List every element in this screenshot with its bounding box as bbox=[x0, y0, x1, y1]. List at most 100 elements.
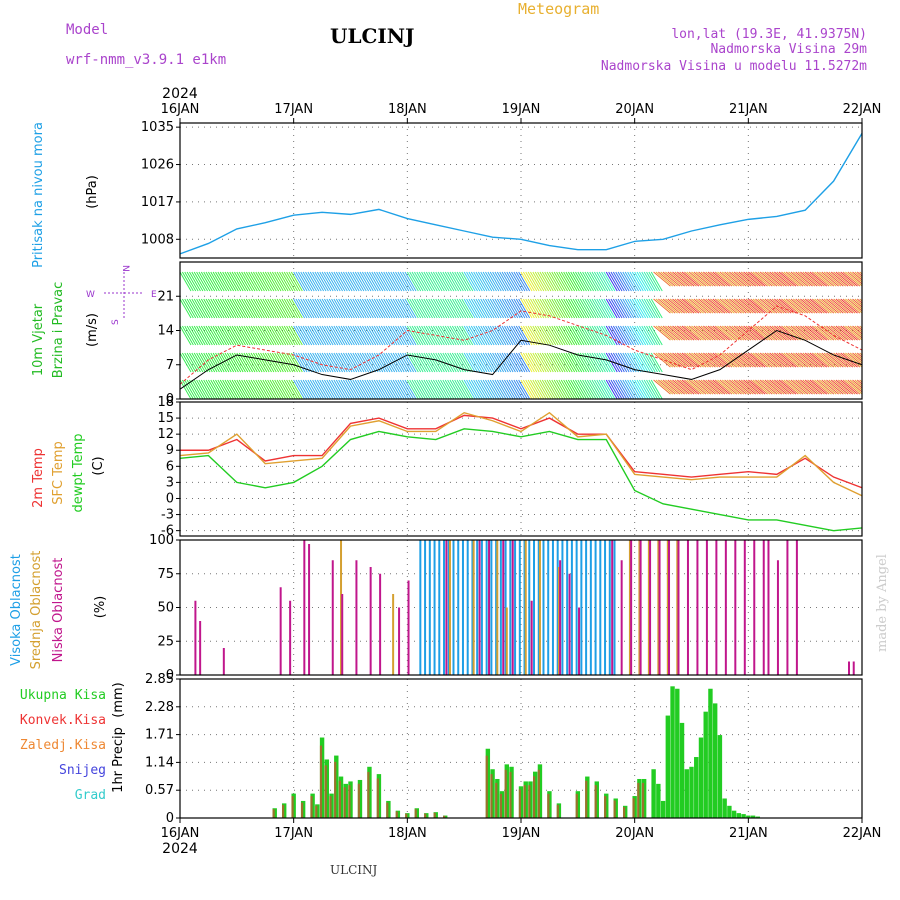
wind-barb bbox=[392, 325, 405, 346]
wind-barb bbox=[631, 379, 644, 399]
wind-barb bbox=[691, 325, 709, 341]
wind-barb bbox=[676, 325, 695, 341]
wind-barb bbox=[809, 298, 828, 314]
wind-barb bbox=[361, 379, 374, 399]
wind-barb bbox=[766, 271, 785, 287]
wind-barb bbox=[525, 352, 538, 373]
wind-barb bbox=[726, 325, 745, 341]
wind-barb bbox=[262, 325, 275, 346]
wind-barb bbox=[736, 271, 754, 287]
precip-bar bbox=[750, 815, 756, 818]
wind-barb bbox=[196, 298, 209, 319]
wind-barb bbox=[463, 352, 476, 373]
wind-barb bbox=[856, 379, 862, 385]
wind-barb bbox=[454, 379, 467, 399]
wind-barb bbox=[589, 298, 602, 319]
wind-barb bbox=[466, 298, 478, 319]
wind-barb bbox=[515, 379, 528, 399]
wind-barb bbox=[224, 298, 237, 319]
wind-barb bbox=[430, 271, 443, 292]
wind-barb bbox=[826, 298, 844, 314]
wind-barb bbox=[833, 298, 851, 314]
wind-barb bbox=[241, 325, 254, 346]
wind-barb bbox=[350, 271, 362, 292]
wind-barb bbox=[790, 352, 809, 368]
wind-barb bbox=[281, 298, 294, 319]
wind-barb bbox=[608, 325, 621, 346]
wind-barb bbox=[565, 379, 578, 399]
wind-barb bbox=[255, 325, 268, 346]
wind-barb bbox=[655, 298, 674, 314]
wind-barb bbox=[733, 298, 752, 314]
wind-barb bbox=[603, 352, 616, 373]
precip-legend: Ukupna Kisa Konvek.Kisa Zaledj.Kisa Snij… bbox=[20, 688, 106, 803]
wind-barb bbox=[684, 298, 702, 314]
wind-barb bbox=[319, 352, 332, 373]
wind-barb bbox=[861, 299, 862, 300]
wind-barb bbox=[781, 352, 799, 368]
wind-barb bbox=[496, 379, 509, 399]
precip-conv-bar bbox=[424, 813, 427, 818]
wind-barb bbox=[482, 298, 495, 319]
wind-barb bbox=[736, 325, 754, 341]
wind-barb bbox=[733, 325, 752, 341]
wind-barb bbox=[662, 379, 681, 395]
temp-line-2 bbox=[179, 428, 863, 532]
wind-barb bbox=[700, 298, 719, 314]
wind-barb bbox=[378, 271, 391, 292]
wind-barb bbox=[418, 352, 431, 373]
wind-barb bbox=[757, 325, 775, 341]
wind-barb bbox=[563, 379, 576, 399]
wind-barb bbox=[378, 379, 391, 399]
wind-barb bbox=[655, 379, 674, 395]
wind-barb bbox=[537, 298, 550, 319]
y-tick-label: 25 bbox=[157, 634, 174, 649]
wind-barb bbox=[546, 271, 559, 292]
precip-bar bbox=[651, 769, 656, 818]
wind-barb bbox=[409, 298, 422, 319]
wind-barb bbox=[352, 352, 365, 373]
wind-barb bbox=[395, 298, 407, 319]
wind-barb bbox=[440, 379, 452, 399]
wind-barb bbox=[373, 298, 386, 319]
wind-barb bbox=[620, 298, 632, 319]
wind-barb bbox=[636, 325, 649, 346]
wind-barb bbox=[731, 325, 749, 341]
wind-barb bbox=[200, 379, 213, 399]
wind-barb bbox=[475, 325, 488, 346]
wind-barb bbox=[840, 325, 858, 341]
wind-barb bbox=[184, 325, 197, 346]
wind-barb bbox=[553, 298, 566, 319]
wind-barb bbox=[340, 298, 353, 319]
x-tick-label-bottom: 18JAN bbox=[388, 826, 427, 841]
wind-barb bbox=[653, 352, 671, 368]
wind-barb bbox=[435, 271, 448, 292]
wind-barb bbox=[288, 298, 301, 319]
wind-barb bbox=[762, 298, 780, 314]
y-tick-label: 1035 bbox=[141, 120, 174, 135]
precip-conv-bar bbox=[632, 798, 635, 818]
wind-barb bbox=[485, 325, 497, 346]
wind-barb bbox=[236, 298, 249, 319]
wind-barb bbox=[191, 325, 204, 346]
wind-barb bbox=[250, 352, 263, 373]
wind-barb bbox=[475, 271, 488, 292]
wind-barb bbox=[525, 271, 538, 292]
wind-barb bbox=[271, 379, 284, 399]
wind-barb bbox=[662, 298, 681, 314]
wind-barb bbox=[714, 379, 733, 395]
wind-barb bbox=[762, 352, 780, 368]
wind-barb bbox=[650, 298, 663, 319]
wind-barb bbox=[506, 271, 519, 292]
wind-barb bbox=[591, 325, 604, 346]
wind-barb bbox=[269, 298, 282, 319]
wind-barb bbox=[279, 298, 291, 319]
wind-barb bbox=[217, 271, 230, 292]
wind-barb bbox=[274, 271, 287, 292]
wind-barb bbox=[423, 379, 436, 399]
y-tick-label: 1008 bbox=[141, 232, 174, 247]
wind-barb bbox=[598, 325, 611, 346]
wind-barb bbox=[501, 298, 514, 319]
precip-bar bbox=[741, 814, 746, 818]
wind-barb bbox=[755, 379, 773, 395]
